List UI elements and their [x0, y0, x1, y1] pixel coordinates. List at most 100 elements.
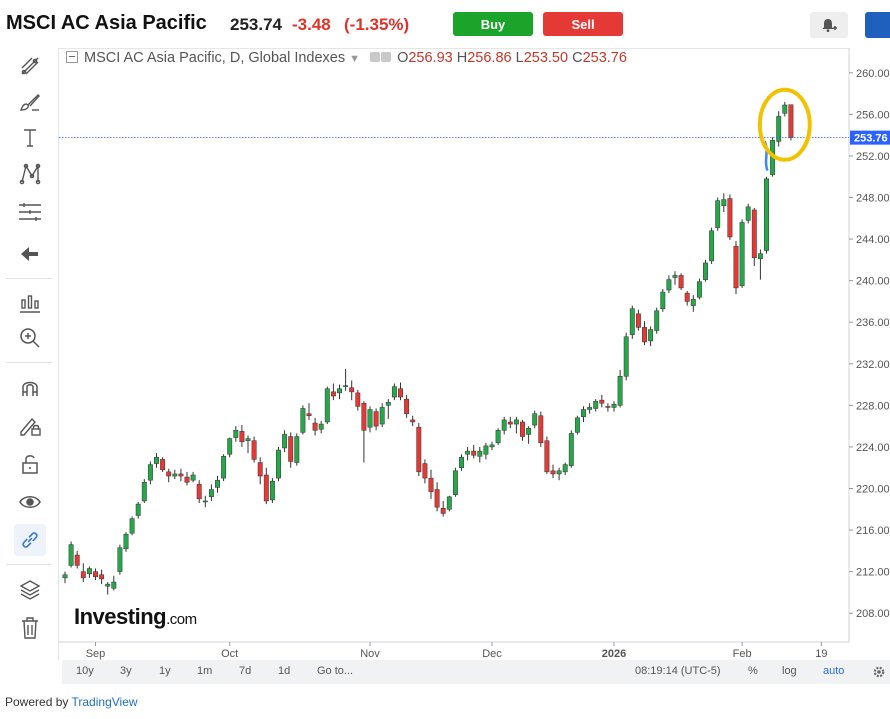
candle-body	[574, 417, 580, 433]
tradingview-link[interactable]: TradingView	[71, 695, 138, 709]
candle-body	[678, 275, 684, 289]
candle-body	[215, 479, 220, 488]
candle-body	[727, 198, 733, 238]
visibility-tool[interactable]	[14, 486, 46, 518]
lock-icon	[22, 455, 38, 474]
toolbar-divider	[6, 278, 52, 279]
chevron-down-icon[interactable]: ▼	[349, 53, 361, 65]
measure-tool[interactable]	[14, 196, 46, 228]
pattern-tool[interactable]	[14, 158, 46, 190]
candle-body	[507, 421, 513, 425]
buy-button[interactable]: Buy	[453, 12, 533, 36]
log-scale-toggle[interactable]: log	[782, 665, 797, 677]
zoom-tool[interactable]	[14, 322, 46, 354]
layers-tool[interactable]	[14, 574, 46, 606]
settings-small-icon[interactable]	[381, 52, 392, 62]
pattern-icon	[19, 163, 41, 185]
candle-body	[587, 407, 593, 410]
watermark-brand: Investing	[74, 604, 167, 629]
collapse-legend-button[interactable]	[66, 51, 78, 63]
candle-body	[111, 581, 117, 589]
legend-close-value: 253.76	[582, 50, 627, 66]
candle-body	[245, 438, 251, 441]
eye-toggle-icon[interactable]	[370, 52, 381, 62]
investing-watermark: Investing.com	[74, 604, 197, 630]
x-tick-label: Nov	[360, 648, 380, 660]
link-tool[interactable]	[14, 524, 46, 556]
lock-drawing-tool[interactable]	[14, 410, 46, 442]
candle-body	[196, 484, 202, 500]
add-alert-button[interactable]	[810, 12, 848, 38]
candle-body	[349, 387, 355, 393]
candle-body	[782, 104, 788, 114]
candle-body	[337, 388, 342, 394]
candle-body	[629, 308, 635, 335]
candle-body	[184, 476, 190, 483]
y-tick-label: 208.00	[856, 608, 890, 620]
percent-scale-toggle[interactable]: %	[748, 665, 758, 677]
candle-body	[416, 426, 422, 473]
candle-body	[526, 427, 532, 435]
candle-body	[739, 222, 745, 287]
powered-by: Powered by TradingView	[5, 695, 138, 709]
y-tick-label: 220.00	[856, 484, 890, 496]
candle-body	[471, 450, 477, 456]
indicators-tool[interactable]	[14, 288, 46, 320]
candle-body	[62, 574, 68, 579]
y-tick-label: 236.00	[856, 317, 890, 329]
range-1y[interactable]: 1y	[159, 665, 171, 677]
measure-icon	[19, 203, 41, 221]
range-7d[interactable]: 7d	[239, 665, 252, 677]
candle-body	[428, 477, 434, 492]
y-tick-label: 260.00	[856, 68, 890, 80]
candle-body	[532, 413, 538, 426]
candle-body	[367, 409, 373, 428]
crosshair-tool[interactable]	[14, 50, 46, 82]
y-tick-label: 240.00	[856, 276, 890, 288]
price-chart[interactable]: 260.00 256.00 252.00 248.00 244.00 240.00 236.…	[59, 48, 890, 660]
menu-button[interactable]	[865, 12, 890, 38]
candle-body	[68, 544, 74, 566]
auto-scale-toggle[interactable]: auto	[823, 665, 845, 677]
y-tick-label: 232.00	[856, 359, 890, 371]
magnet-tool[interactable]	[14, 372, 46, 404]
price-axis	[849, 48, 890, 642]
candle-body	[208, 489, 214, 498]
goto-date-button[interactable]: Go to...	[317, 665, 354, 677]
candle-body	[154, 457, 159, 464]
candle-body	[715, 200, 721, 228]
range-bar: 10y 3y 1y 1m 7d 1d Go to... 08:19:14 (UT…	[62, 660, 890, 684]
candle-body	[282, 434, 288, 449]
range-1d[interactable]: 1d	[278, 665, 291, 677]
range-1m[interactable]: 1m	[197, 665, 213, 677]
candle-body	[93, 571, 98, 578]
legend-symbol: MSCI AC Asia Pacific, D, Global Indexes	[84, 50, 346, 66]
candle-body	[263, 474, 269, 502]
lock-pencil-icon	[20, 417, 41, 436]
brush-tool[interactable]	[14, 86, 46, 118]
x-tick-label: 19	[815, 648, 827, 660]
candle-body	[294, 436, 300, 463]
candle-body	[764, 178, 769, 251]
delete-tool[interactable]	[14, 612, 46, 644]
candle-body	[190, 474, 196, 481]
back-tool[interactable]	[14, 238, 46, 270]
clock-readout: 08:19:14 (UTC-5)	[635, 665, 721, 677]
lock-tool[interactable]	[14, 448, 46, 480]
text-tool[interactable]	[14, 122, 46, 154]
toolbar-divider	[6, 362, 52, 363]
candle-body	[288, 436, 294, 462]
candle-body	[696, 281, 702, 298]
candle-body	[391, 386, 397, 398]
range-10y[interactable]: 10y	[76, 665, 94, 677]
candle-body	[776, 116, 782, 142]
candle-body	[721, 199, 727, 207]
candle-body	[330, 391, 336, 397]
candle-body	[221, 456, 227, 479]
range-3y[interactable]: 3y	[120, 665, 132, 677]
toolbar-divider	[6, 564, 52, 565]
settings-gear-icon[interactable]	[872, 665, 886, 679]
sell-button[interactable]: Sell	[543, 12, 623, 36]
candle-body	[648, 329, 654, 342]
indicators-icon	[20, 295, 40, 313]
